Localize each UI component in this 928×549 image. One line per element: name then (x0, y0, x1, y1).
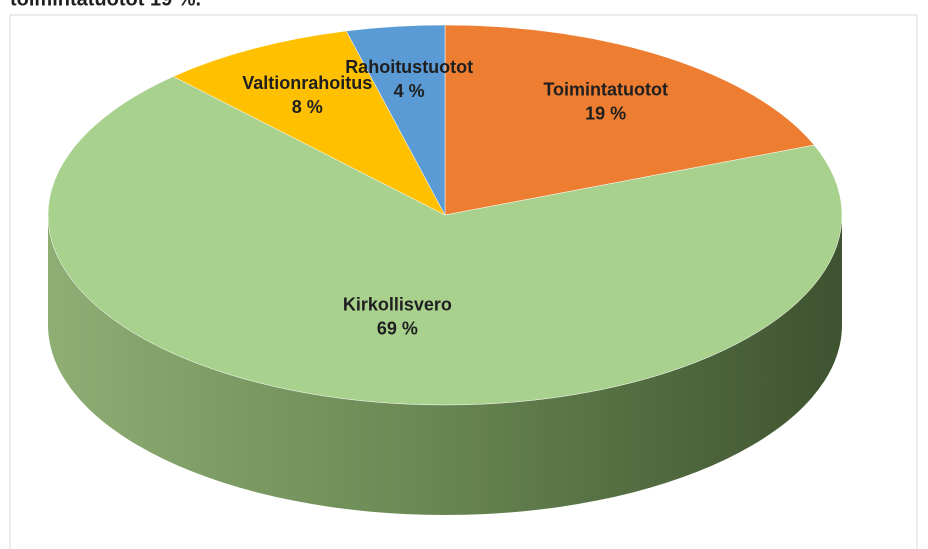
pie-slice (47, 76, 843, 406)
pie (47, 24, 843, 515)
pie-slice (444, 24, 815, 216)
chart-title: toimintatuotot 19 %. (10, 0, 201, 10)
labels: Toimintatuotot 19 % Kirkollisvero 69 % Valti… (242, 57, 668, 339)
pie-slice (345, 24, 446, 216)
chart-frame (9, 14, 918, 549)
slice-label: Valtionrahoitus (242, 73, 372, 93)
slice-value-label: 19 % (585, 104, 626, 124)
pie-slice (172, 30, 446, 216)
slice-label: Kirkollisvero (343, 295, 452, 315)
slice-label: Rahoitustuotot (345, 57, 473, 77)
slice-value-label: 8 % (292, 97, 323, 117)
slice-value-label: 4 % (394, 81, 425, 101)
slice-label: Toimintatuotot (543, 80, 668, 100)
pie-side (48, 215, 842, 515)
slice-value-label: 69 % (377, 319, 418, 339)
